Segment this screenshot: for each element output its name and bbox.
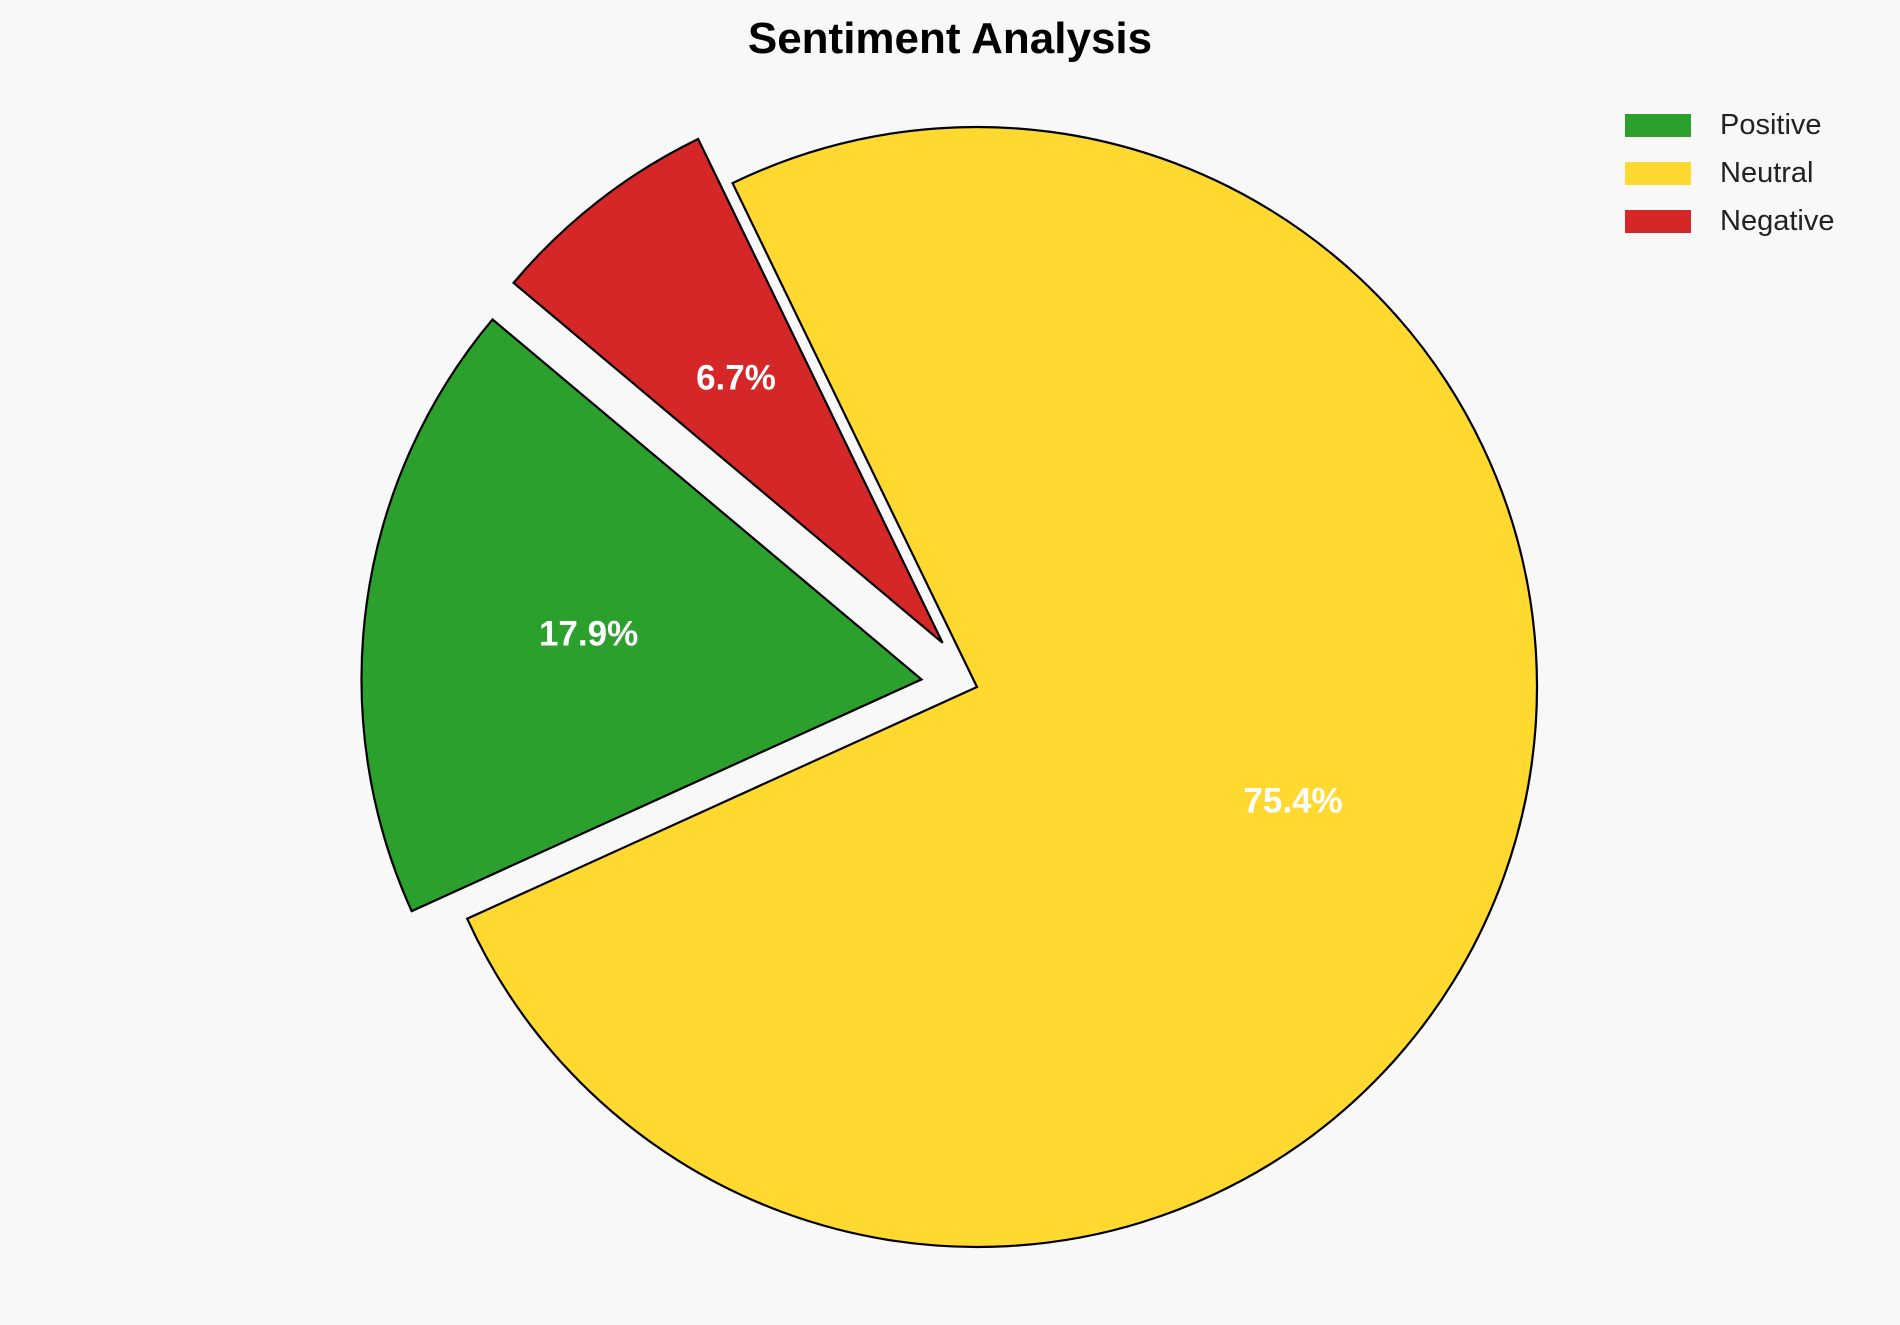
slice-label-neutral: 75.4% <box>1243 782 1342 821</box>
pie-slice-negative <box>512 137 944 644</box>
pie-slice-neutral <box>465 125 1539 1249</box>
legend-swatch <box>1625 161 1691 185</box>
legend-item-positive: Positive <box>1625 101 1834 149</box>
pie-slice-positive <box>360 317 924 913</box>
legend-item-negative: Negative <box>1625 197 1834 245</box>
legend: Positive Neutral Negative <box>1625 101 1834 245</box>
legend-label: Negative <box>1720 204 1835 237</box>
legend-swatch <box>1625 209 1691 233</box>
legend-swatch <box>1625 113 1691 137</box>
legend-label: Positive <box>1720 108 1822 141</box>
slice-label-positive: 17.9% <box>539 614 638 653</box>
legend-label: Neutral <box>1720 156 1814 189</box>
chart-title: Sentiment Analysis <box>747 14 1153 63</box>
slice-label-negative: 6.7% <box>696 358 776 397</box>
legend-item-neutral: Neutral <box>1625 149 1834 197</box>
